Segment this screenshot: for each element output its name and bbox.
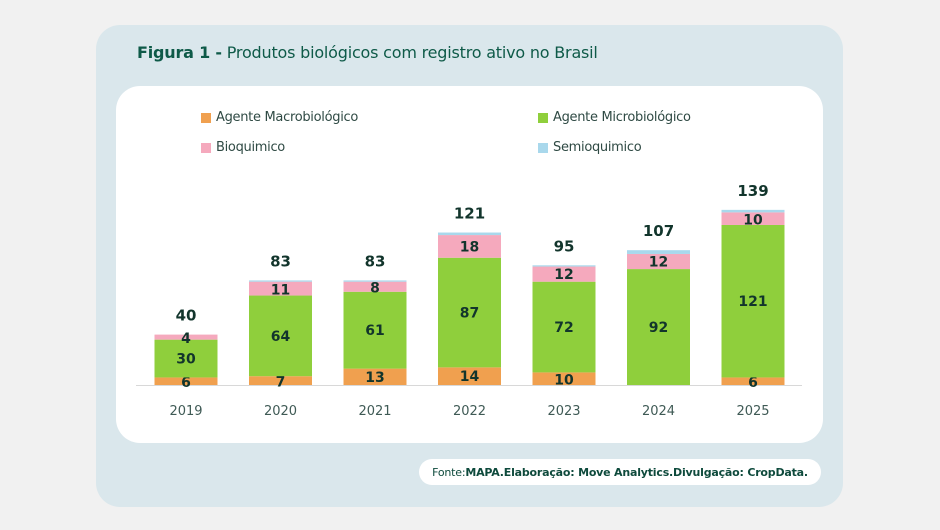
figure-card: Figura 1 - Produtos biológicos com regis… [96,25,843,507]
bar-segment-micro-2022 [438,257,501,368]
legend-label-micro: Agente Microbiológico [553,110,691,125]
bar-segment-micro-2021 [343,291,407,369]
x-tick-label-2022: 2022 [453,404,486,419]
legend-swatch-semi [538,142,548,153]
total-label-2025: 139 [737,182,768,200]
bar-segment-micro-2023 [532,281,596,373]
data-label-micro-2020: 64 [271,329,291,345]
legend-item-micro: Agente Microbiológico [538,110,691,125]
bar-segment-semi-2025 [721,209,785,213]
x-tick-label-2019: 2019 [169,404,202,419]
data-label-macro-2020: 7 [276,375,286,391]
data-label-micro-2021: 61 [365,323,384,339]
data-label-bio-2022: 18 [460,239,479,255]
legend-label-macro: Agente Macrobiológico [216,110,359,125]
data-label-micro-2022: 87 [460,306,479,322]
data-label-macro-2021: 13 [365,370,384,386]
data-label-macro-2022: 14 [460,369,480,385]
chart-panel: Agente Macrobiológico Agente Microbiológ… [116,86,823,443]
data-label-bio-2023: 12 [554,267,573,283]
figure-title: Figura 1 - Produtos biológicos com regis… [137,43,598,62]
x-tick-label-2020: 2020 [264,404,297,419]
data-label-bio-2025: 10 [743,213,763,229]
data-label-micro-2025: 121 [738,294,767,310]
source-elaboracao: Elaboração: Move Analytics. [503,465,674,479]
bar-group-2024: 92 12 107 [627,222,690,385]
bar-group-2021: 13 61 8 83 [343,252,407,386]
stacked-bar-chart: 6 30 4 40 2019 7 64 11 83 2020 13 61 8 83 2021 14 87 18 12… [136,182,802,419]
figure-title-prefix: Figura 1 - [137,43,222,62]
total-label-2022: 121 [454,205,485,223]
source-note: Fonte: MAPA. Elaboração: Move Analytics.… [419,459,821,485]
bar-segment-micro-2020 [249,295,312,377]
bar-segment-semi-2024 [627,250,690,254]
bar-segment-semi-2020 [249,280,312,282]
x-tick-label-2025: 2025 [736,404,769,419]
data-label-macro-2019: 6 [181,375,191,391]
data-label-micro-2019: 30 [176,352,196,368]
legend-swatch-macro [201,112,211,123]
bar-segment-macro-2020 [249,376,312,385]
bar-group-2020: 7 64 11 83 [249,252,312,391]
bar-segment-micro-2025 [721,224,785,378]
data-label-bio-2024: 12 [649,255,668,271]
legend-item-macro: Agente Macrobiológico [201,110,358,125]
bar-segment-macro-2021 [343,368,407,385]
data-label-micro-2024: 92 [649,320,668,336]
bar-segment-macro-2022 [438,367,501,385]
bar-segment-semi-2021 [343,280,407,282]
source-divulgacao: Divulgação: CropData. [673,465,808,479]
legend-swatch-bio [201,142,211,153]
total-label-2019: 40 [176,307,197,325]
bar-segment-micro-2024 [627,269,690,385]
data-label-bio-2019: 4 [181,331,191,347]
legend-swatch-micro [538,112,548,123]
total-label-2024: 107 [643,222,674,240]
bar-segment-macro-2025 [721,377,785,385]
bar-segment-micro-2019 [154,339,218,378]
figure-title-text: Produtos biológicos com registro ativo n… [221,43,598,62]
legend-label-bio: Bioquimico [216,140,285,155]
x-tick-label-2021: 2021 [358,404,391,419]
bar-segment-bio-2021 [343,281,407,292]
x-tick-label-2023: 2023 [547,404,580,419]
bar-group-2022: 14 87 18 121 [438,205,501,385]
bar-segment-macro-2019 [154,377,218,385]
bar-group-2023: 10 72 12 95 [532,237,596,389]
data-label-macro-2023: 10 [554,373,574,389]
bar-segment-macro-2023 [532,372,596,385]
bar-group-2025: 6 121 10 139 [721,182,785,391]
source-label: Fonte: [432,465,466,479]
total-label-2020: 83 [270,252,291,270]
data-label-macro-2025: 6 [748,375,758,391]
data-label-micro-2023: 72 [554,320,573,336]
bar-segment-bio-2025 [721,212,785,225]
legend-item-semi: Semioquimico [538,140,642,155]
total-label-2021: 83 [365,252,386,270]
bar-segment-bio-2020 [249,281,312,296]
bar-segment-bio-2024 [627,253,690,270]
source-mapa: MAPA. [465,465,504,479]
bar-segment-semi-2022 [438,232,501,236]
bar-segment-bio-2023 [532,266,596,282]
data-label-bio-2021: 8 [370,281,380,297]
bar-segment-bio-2019 [154,334,218,340]
legend-item-bio: Bioquimico [201,140,285,155]
x-tick-label-2024: 2024 [642,404,675,419]
bar-segment-semi-2023 [532,265,596,267]
legend-label-semi: Semioquimico [553,140,642,155]
bar-group-2019: 6 30 4 40 [154,307,218,391]
total-label-2023: 95 [554,237,575,255]
data-label-bio-2020: 11 [271,283,290,299]
bar-segment-bio-2022 [438,235,501,258]
